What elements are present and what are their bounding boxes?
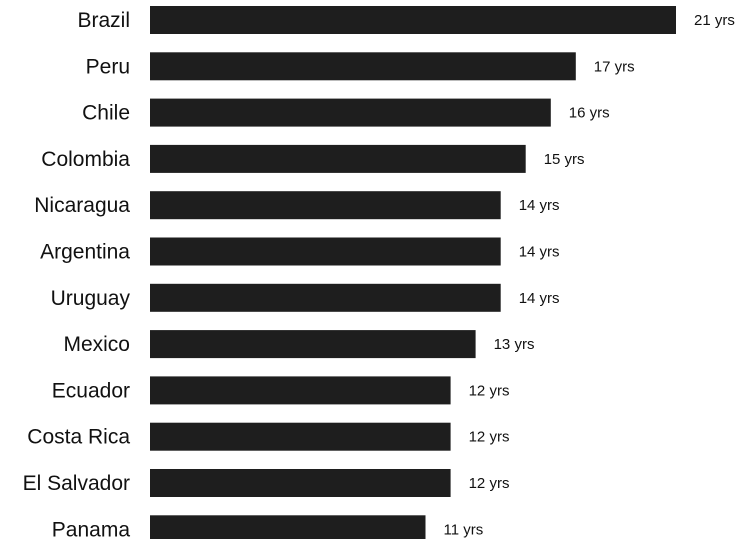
value-label-el-salvador: 12 yrs bbox=[469, 475, 510, 492]
value-label-nicaragua: 14 yrs bbox=[519, 197, 560, 214]
category-labels-group: Brazil Peru Chile Colombia Nicaragua Argentin… bbox=[23, 9, 131, 539]
bar-costa-rica bbox=[150, 422, 451, 451]
category-label-chile: Chile bbox=[82, 102, 130, 125]
category-label-uruguay: Uruguay bbox=[51, 287, 131, 310]
value-label-brazil: 21 yrs bbox=[694, 12, 735, 29]
value-labels-group: 21 yrs 17 yrs 16 yrs 15 yrs 14 yrs 14 yrs 14 y… bbox=[444, 12, 735, 538]
value-label-panama: 11 yrs bbox=[444, 521, 484, 538]
category-label-brazil: Brazil bbox=[77, 9, 130, 32]
bar-panama bbox=[150, 515, 426, 539]
value-label-ecuador: 12 yrs bbox=[469, 382, 510, 399]
category-label-el-salvador: El Salvador bbox=[23, 472, 130, 495]
bar-chile bbox=[150, 98, 551, 127]
bar-el-salvador bbox=[150, 469, 451, 497]
bar-peru bbox=[150, 52, 576, 81]
bar-nicaragua bbox=[150, 191, 501, 220]
bars-group bbox=[150, 6, 676, 539]
value-label-argentina: 14 yrs bbox=[519, 244, 560, 261]
value-label-costa-rica: 12 yrs bbox=[469, 429, 510, 446]
category-label-peru: Peru bbox=[86, 55, 130, 78]
bar-mexico bbox=[150, 330, 476, 359]
category-label-nicaragua: Nicaragua bbox=[34, 194, 130, 217]
bar-uruguay bbox=[150, 283, 501, 312]
category-label-colombia: Colombia bbox=[41, 148, 130, 171]
value-label-uruguay: 14 yrs bbox=[519, 290, 560, 307]
value-label-chile: 16 yrs bbox=[569, 105, 610, 122]
category-label-argentina: Argentina bbox=[40, 241, 130, 264]
category-label-ecuador: Ecuador bbox=[52, 379, 130, 402]
category-label-mexico: Mexico bbox=[63, 333, 130, 356]
bar-ecuador bbox=[150, 376, 451, 405]
value-label-mexico: 13 yrs bbox=[494, 336, 535, 353]
bar-argentina bbox=[150, 237, 501, 266]
category-label-costa-rica: Costa Rica bbox=[27, 426, 130, 449]
value-label-colombia: 15 yrs bbox=[544, 151, 585, 168]
bar-colombia bbox=[150, 144, 526, 173]
bar-brazil bbox=[150, 6, 676, 34]
category-label-panama: Panama bbox=[52, 518, 131, 539]
value-label-peru: 17 yrs bbox=[594, 58, 635, 75]
